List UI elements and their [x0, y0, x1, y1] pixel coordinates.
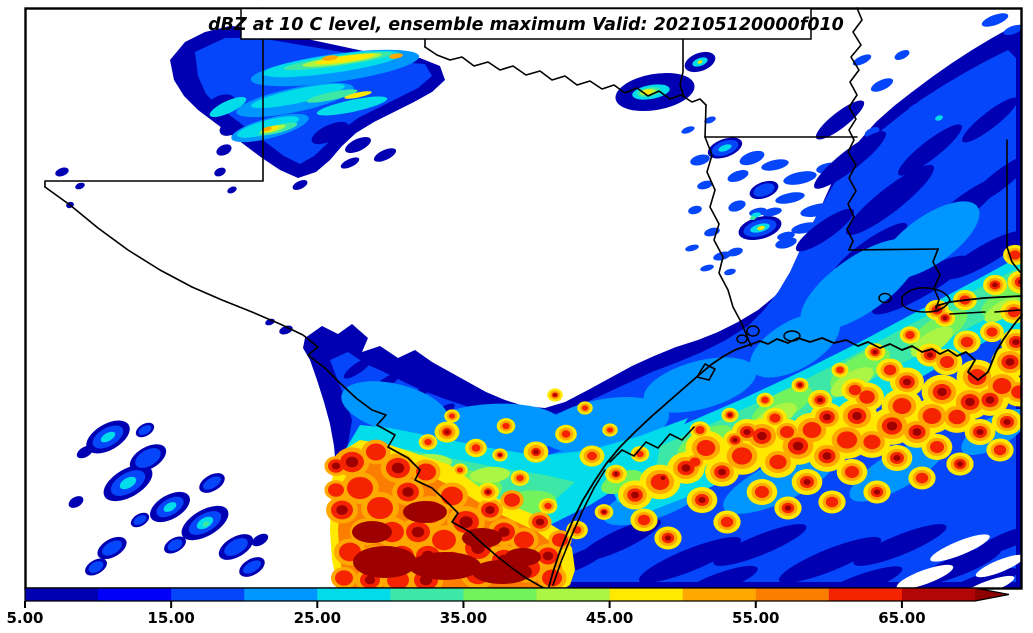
colorbar-segment — [25, 588, 99, 601]
colorbar-tick-label: 15.00 — [147, 609, 194, 627]
title-box — [240, 7, 812, 40]
ms-al-border — [1006, 139, 1021, 273]
map-borders — [44, 7, 1023, 591]
sabine-river-tx-la-border — [704, 136, 752, 347]
colorbar-segment — [317, 588, 391, 601]
ms-sound-islands — [949, 309, 1021, 315]
mississippi-river — [846, 7, 863, 251]
colorbar-tick-label: 25.00 — [294, 609, 341, 627]
white-lake — [783, 330, 801, 342]
texas-coast-scattered-cells — [418, 388, 650, 540]
la-ms-lat31-border — [848, 248, 939, 251]
lake-maurepas — [878, 292, 892, 304]
radar-field — [55, 9, 1021, 588]
colorbar-segment — [536, 588, 611, 601]
colorbar-segment — [901, 588, 976, 601]
colorbar-segment — [390, 588, 464, 601]
colorbar-segment — [463, 588, 538, 601]
lake-pontchartrain — [901, 286, 951, 313]
colorbar-segment — [755, 588, 830, 601]
tx-ar-border — [704, 104, 707, 138]
colorbar-outline — [24, 587, 1010, 602]
white-gap-streaks — [896, 534, 1021, 588]
colorbar-tick-label: 35.00 — [440, 609, 487, 627]
louisiana-band-cells — [618, 244, 1021, 550]
colorbar-segment — [98, 588, 172, 601]
blue-small-cells — [88, 9, 1021, 574]
matagorda-bays-detail — [609, 426, 695, 463]
ok-ar-border — [679, 9, 685, 98]
colorbar-segment — [171, 588, 245, 601]
colorbar-segment — [828, 588, 903, 601]
rio-grande-border — [44, 186, 549, 591]
colorbar-tick-label: 65.00 — [878, 609, 925, 627]
colorbar-segment — [609, 588, 684, 601]
pearl-river-border — [932, 248, 941, 309]
barrier-island-padre — [552, 469, 606, 586]
lake-calcasieu — [746, 325, 760, 337]
colorbar-segment — [244, 588, 318, 601]
radar-convective-cells — [324, 244, 1021, 588]
colorbar-tick-label: 5.00 — [6, 609, 43, 627]
sabine-lake — [736, 334, 748, 344]
colorbar-arrow — [975, 588, 1009, 601]
colorbar-tick-label: 45.00 — [586, 609, 633, 627]
orange-dots — [262, 53, 403, 132]
dark-red-merged — [352, 501, 541, 584]
gulf-coastline — [547, 314, 1023, 591]
plot-title: dBZ at 10 C level, ensemble maximum Vali… — [208, 15, 844, 35]
tx-nm-border — [44, 7, 264, 188]
red-river-tx-ok-border — [424, 46, 707, 106]
colorbar: 5.00 15.00 25.00 35.00 45.00 55.00 65.00 — [6, 587, 1010, 627]
galveston-bay — [696, 363, 716, 381]
colorbar-tick-label: 55.00 — [732, 609, 779, 627]
colorbar-segment — [682, 588, 757, 601]
